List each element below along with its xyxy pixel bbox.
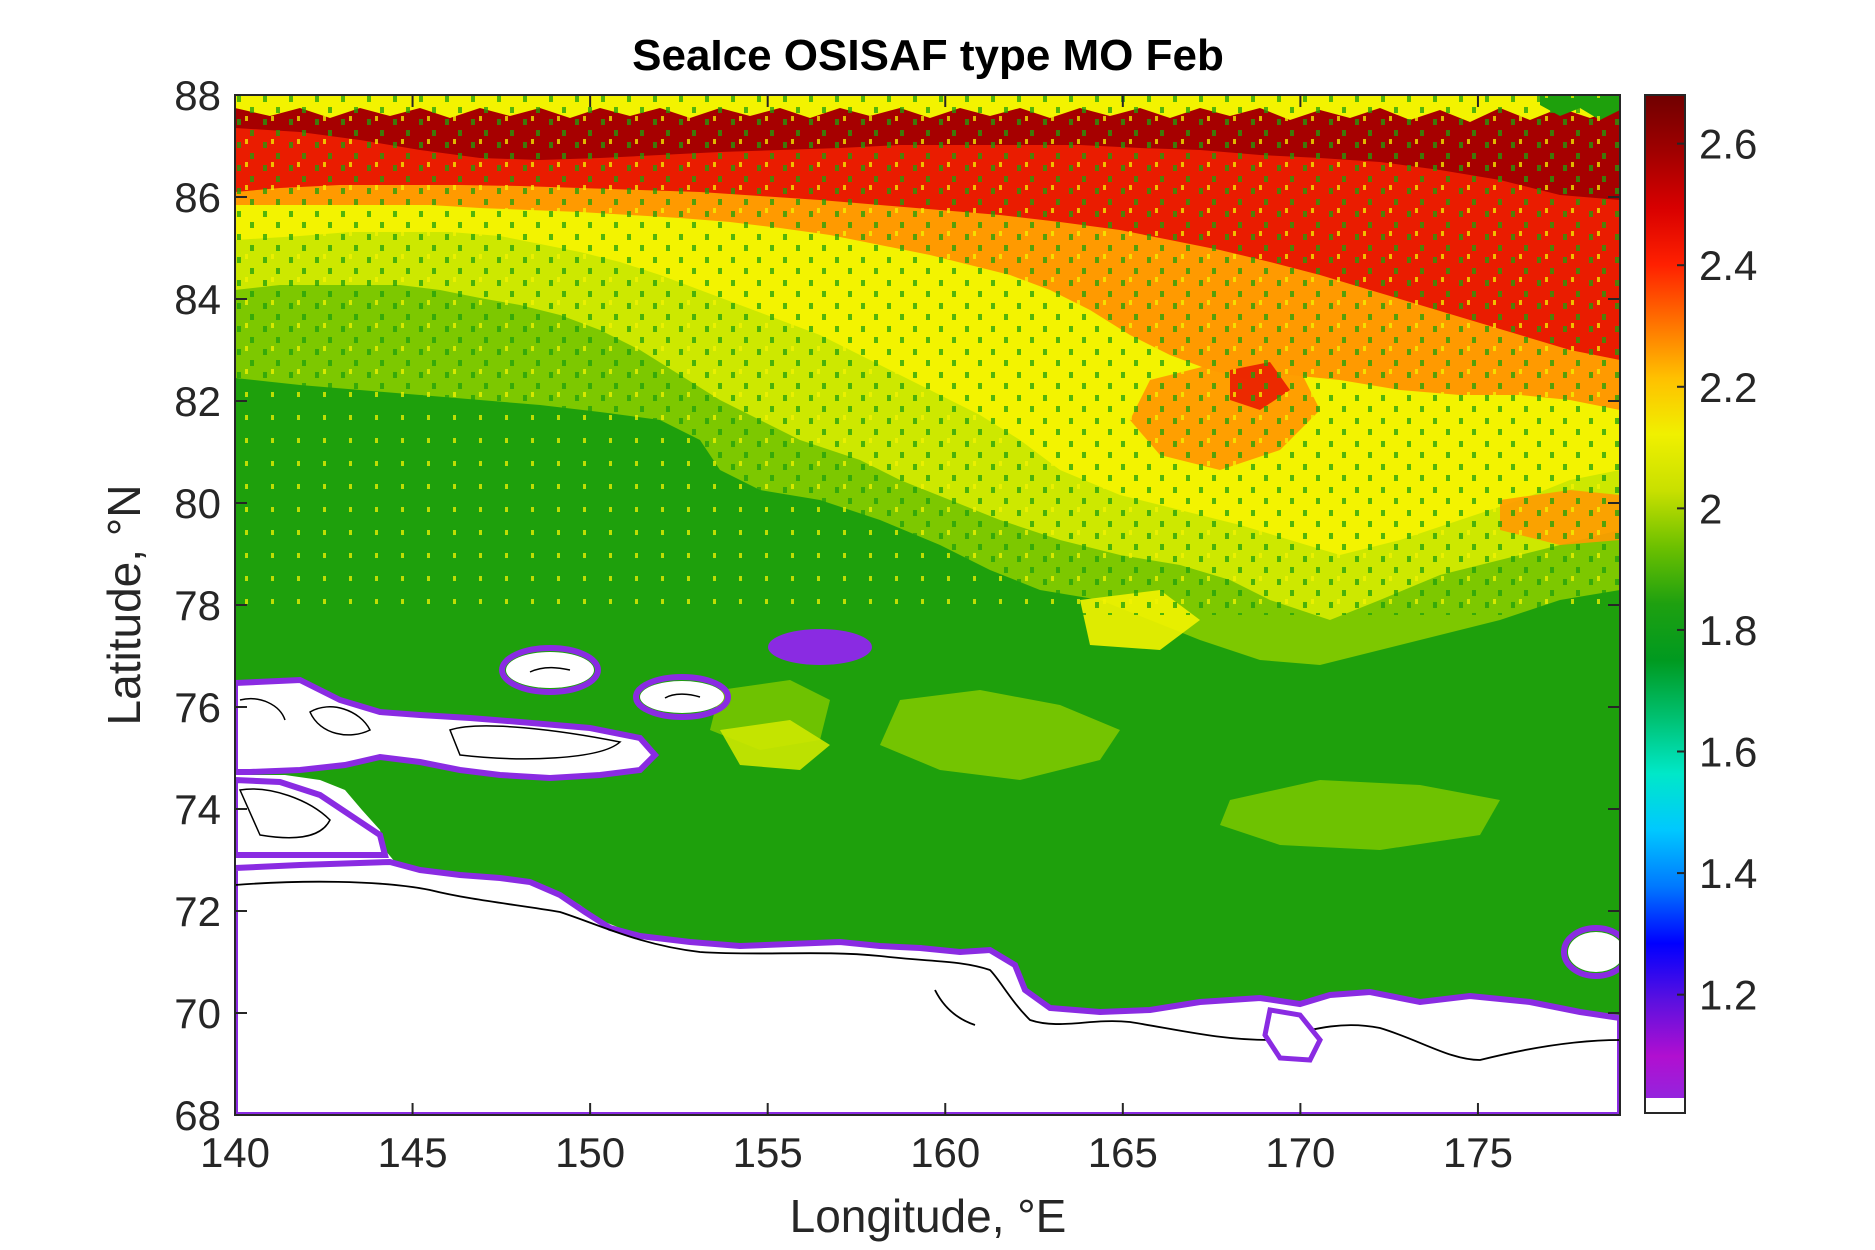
y-tick-label: 76 <box>174 684 221 731</box>
y-tick-label: 78 <box>174 582 221 629</box>
purple-ice-blob <box>768 629 872 665</box>
x-axis: 140 145 150 155 160 165 170 175 <box>200 95 1513 1176</box>
y-tick-label: 72 <box>174 888 221 935</box>
yellow-patch <box>720 720 830 770</box>
island-coastline <box>239 698 622 760</box>
map-area <box>235 95 1620 1115</box>
colorbar-tick-label: 2 <box>1699 485 1722 532</box>
colorbar-tick-label: 1.6 <box>1699 729 1757 776</box>
colorbar-tick-label: 2.2 <box>1699 364 1757 411</box>
colorbar-ticks: 1.2 1.4 1.6 1.8 2 2.2 2.4 2.6 <box>1677 121 1757 1019</box>
coast-detail <box>238 788 331 839</box>
x-tick-label: 150 <box>555 1129 625 1176</box>
colorbar-tick-label: 2.6 <box>1699 121 1757 168</box>
colorbar-tick-label: 1.2 <box>1699 972 1757 1019</box>
y-tick-label: 74 <box>174 786 221 833</box>
colorbar-no-data <box>1645 1098 1685 1113</box>
speckle-noise <box>235 95 1620 615</box>
y-axis: 68 70 72 74 76 78 80 82 84 86 88 <box>174 72 1620 1139</box>
chart-title: SeaIce OSISAF type MO Feb <box>632 31 1224 80</box>
x-tick-label: 165 <box>1088 1129 1158 1176</box>
x-tick-label: 175 <box>1443 1129 1513 1176</box>
colorbar-gradient <box>1645 95 1685 1113</box>
y-tick-label: 68 <box>174 1092 221 1139</box>
colorbar-tick-label: 1.4 <box>1699 850 1757 897</box>
light-green-patch <box>880 690 1120 780</box>
colorbar-frame <box>1644 94 1686 1114</box>
colorbar-tick-label: 1.8 <box>1699 607 1757 654</box>
y-tick-label: 82 <box>174 378 221 425</box>
colorbar: 1.2 1.4 1.6 1.8 2 2.2 2.4 2.6 <box>1644 94 1757 1114</box>
y-axis-label: Latitude, °N <box>98 485 150 726</box>
y-tick-label: 80 <box>174 480 221 527</box>
colorbar-tick-label: 2.4 <box>1699 242 1757 289</box>
x-tick-label: 140 <box>200 1129 270 1176</box>
y-tick-label: 88 <box>174 72 221 119</box>
light-green-patch <box>1220 780 1500 850</box>
x-tick-label: 155 <box>733 1129 803 1176</box>
x-tick-label: 145 <box>378 1129 448 1176</box>
new-siberian-islands <box>235 676 660 782</box>
y-tick-label: 86 <box>174 174 221 221</box>
island-de-long-1 <box>499 645 601 695</box>
wrangel-island <box>1561 925 1620 979</box>
island-de-long-2 <box>633 674 731 720</box>
y-tick-label: 84 <box>174 276 221 323</box>
x-axis-label: Longitude, °E <box>790 1190 1067 1242</box>
mainland-coastline <box>235 880 1620 1061</box>
y-tick-label: 70 <box>174 990 221 1037</box>
x-tick-label: 160 <box>910 1129 980 1176</box>
chaun-bay <box>1262 1007 1323 1063</box>
x-tick-label: 170 <box>1265 1129 1335 1176</box>
